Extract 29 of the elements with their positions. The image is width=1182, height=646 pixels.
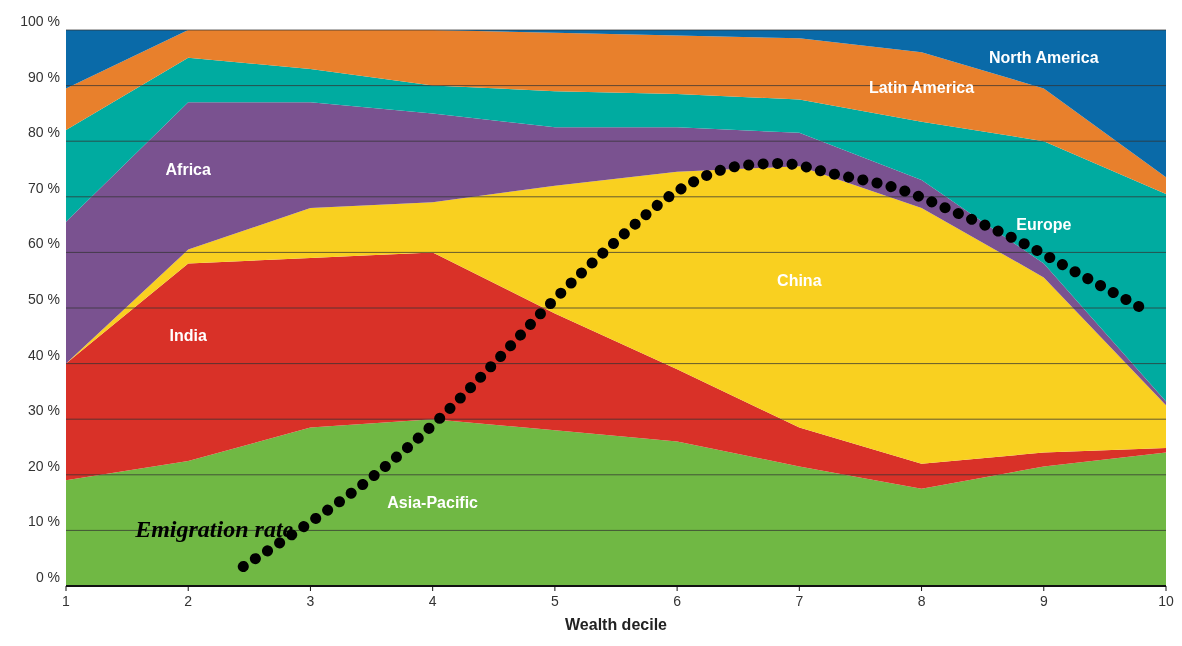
- x-tick-label: 8: [917, 593, 926, 609]
- y-tick-label: 70 %: [28, 179, 60, 196]
- x-tick-label: 5: [550, 593, 559, 609]
- series-label: Emigration rate: [134, 515, 294, 542]
- y-tick-label: 30 %: [28, 402, 60, 419]
- x-tick-label: 6: [673, 593, 682, 609]
- x-tick-label: 1: [62, 593, 71, 609]
- series-label: Africa: [165, 160, 211, 178]
- y-tick-label: 50 %: [28, 291, 60, 307]
- x-axis-title: Wealth decile: [565, 616, 668, 633]
- y-tick-label: 90 %: [28, 68, 60, 85]
- x-tick-label: 10: [1158, 593, 1174, 609]
- x-tick-label: 9: [1039, 593, 1048, 609]
- series-label: North America: [988, 49, 1099, 67]
- series-label: Europe: [1016, 216, 1072, 234]
- y-tick-label: 40 %: [28, 346, 60, 363]
- x-tick-label: 2: [184, 593, 193, 609]
- x-tick-label: 4: [428, 593, 437, 609]
- series-label: Asia-Pacific: [387, 494, 479, 512]
- x-tick-label: 3: [306, 593, 315, 609]
- y-tick-label: 60 %: [28, 235, 60, 252]
- y-tick-label: 80 %: [28, 124, 60, 141]
- y-tick-label: 20 %: [28, 457, 60, 474]
- x-tick-label: 7: [795, 593, 804, 609]
- series-label: India: [169, 327, 207, 345]
- y-tick-label: 100 %: [20, 13, 60, 29]
- y-tick-label: 10 %: [28, 513, 60, 530]
- series-label: China: [777, 271, 822, 289]
- y-tick-label: 0 %: [35, 569, 60, 585]
